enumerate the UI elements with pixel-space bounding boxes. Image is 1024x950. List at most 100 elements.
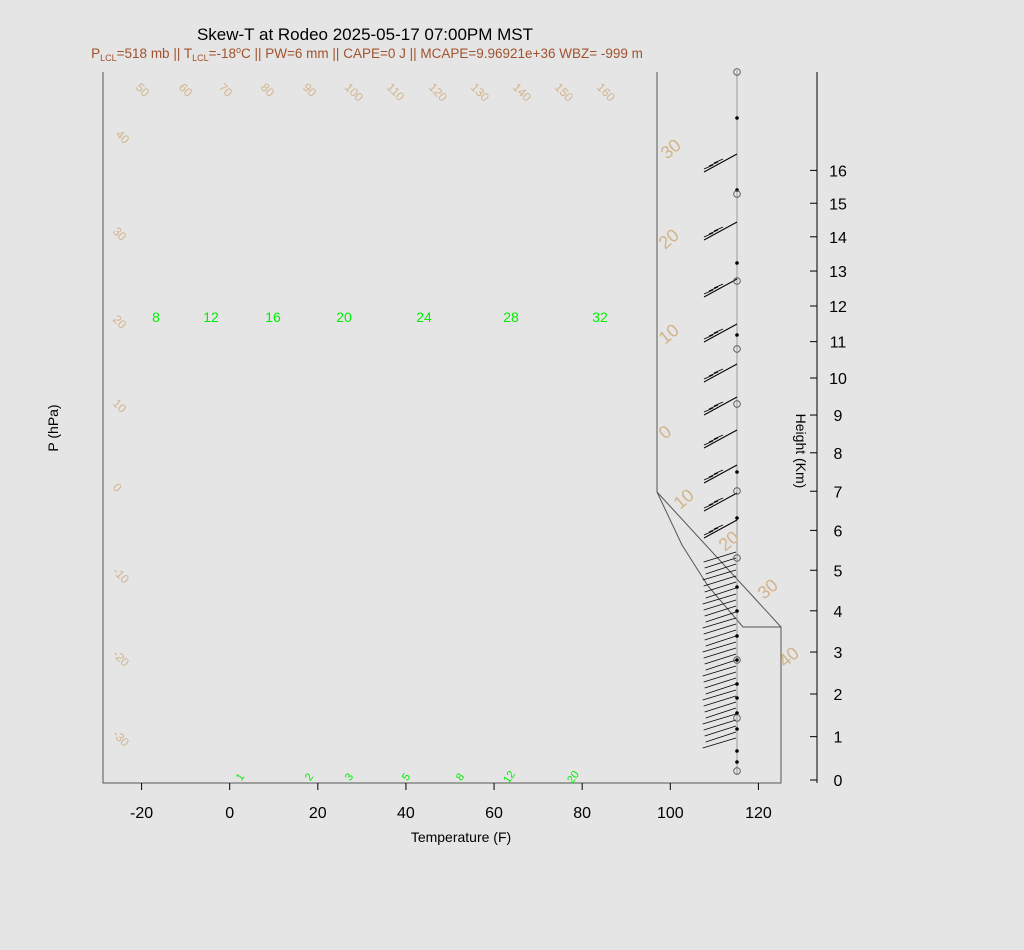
wind-calm-dot — [735, 696, 739, 700]
wind-barb-flag — [713, 226, 724, 232]
wind-barb-staff — [702, 665, 737, 677]
wind-barb-staff — [705, 707, 737, 719]
wind-barb-flag — [708, 437, 719, 443]
wind-calm-dot — [735, 609, 739, 613]
wind-calm-dot — [735, 711, 739, 715]
wind-barb-staff — [705, 683, 737, 695]
wind-barb-staff — [705, 635, 737, 647]
wind-barb-flag — [703, 440, 714, 446]
wind-barb-staff — [703, 363, 738, 383]
wind-barb-flag — [713, 401, 724, 407]
wind-calm-dot — [735, 727, 739, 731]
wind-barb-flag — [713, 368, 724, 374]
wind-barb-flag — [703, 289, 714, 295]
wind-barb-staff — [702, 617, 737, 629]
wind-barb-flag — [703, 503, 714, 509]
wind-calm-dot — [735, 749, 739, 753]
wind-barb-flag — [713, 469, 724, 475]
moist-adiabat-label: 24 — [416, 309, 432, 325]
wind-barb-staff — [703, 719, 737, 731]
wind-barb-flag — [708, 371, 719, 377]
wind-calm-dot — [735, 585, 739, 589]
wind-barb-flag — [703, 232, 714, 238]
y-axis-label: P (hPa) — [45, 404, 61, 451]
wind-barb-staff — [702, 713, 737, 725]
wind-calm-dot — [735, 516, 739, 520]
x-tick-label: -20 — [130, 805, 153, 822]
wind-barb-flag — [708, 527, 719, 533]
height-tick-label: 1 — [834, 730, 843, 747]
chart-title: Skew-T at Rodeo 2025-05-17 07:00PM MST — [197, 25, 533, 44]
x-tick-label: 60 — [485, 805, 503, 822]
plot-frame — [102, 72, 782, 784]
wind-barb-flag — [713, 328, 724, 334]
x-axis-label: Temperature (F) — [411, 829, 511, 845]
wind-barb-flag — [708, 161, 719, 167]
wind-calm-dot — [735, 658, 739, 662]
wind-barb-staff — [705, 611, 737, 623]
wind-barb-staff — [702, 737, 737, 749]
height-tick-label: 16 — [829, 163, 847, 180]
wind-barb-staff — [705, 731, 737, 743]
mixing-ratio-label: 20 — [565, 769, 582, 786]
wind-level-circle — [733, 190, 741, 198]
wind-barb-staff — [705, 563, 737, 575]
wind-barb-staff — [704, 581, 737, 593]
panel-diagonal — [656, 491, 782, 628]
wind-barb-staff — [703, 599, 737, 611]
wind-barb-staff — [703, 575, 737, 587]
wind-barb-staff — [703, 221, 738, 241]
wind-level-circle — [733, 277, 741, 285]
wind-barb-staff — [704, 557, 737, 569]
wind-barb-flag — [708, 286, 719, 292]
x-tick-label: 40 — [397, 805, 415, 822]
mixing-ratio-label: 12 — [501, 769, 518, 786]
wind-barb-staff — [703, 647, 737, 659]
wind-barb-flag — [708, 500, 719, 506]
wind-barb-flag — [703, 334, 714, 340]
height-tick-label: 4 — [834, 604, 843, 621]
mixing-ratio-label: 2 — [303, 771, 316, 783]
wind-barb-staff — [704, 725, 737, 737]
wind-barb-staff — [703, 464, 738, 484]
height-tick-label: 3 — [834, 645, 843, 662]
wind-barb-flag — [713, 283, 724, 289]
wind-level-circle — [733, 767, 741, 775]
height-tick-label: 5 — [834, 563, 843, 580]
wind-calm-dot — [735, 634, 739, 638]
wind-barb-staff — [702, 593, 737, 605]
wind-barb-flag — [703, 374, 714, 380]
moist-adiabat-label: 20 — [336, 309, 352, 325]
plot-border — [102, 72, 782, 784]
moist-adiabat-label: 32 — [592, 309, 608, 325]
height-tick-label: 2 — [834, 687, 843, 704]
moist-adiabat-label: 28 — [503, 309, 519, 325]
height-tick-label: 12 — [829, 299, 847, 316]
x-tick-label: 100 — [657, 805, 684, 822]
mixing-ratio-label: 5 — [400, 771, 413, 783]
moist-adiabat-label: 16 — [265, 309, 281, 325]
wind-barb-flag — [708, 472, 719, 478]
wind-barb-flag — [713, 524, 724, 530]
wind-barb-staff — [703, 492, 738, 512]
height-tick-label: 0 — [834, 773, 843, 790]
wind-barb-flag — [708, 331, 719, 337]
wind-barb-staff — [703, 519, 738, 539]
wind-barb-flag — [703, 407, 714, 413]
height-tick-label: 7 — [834, 484, 843, 501]
wind-barb-flag — [703, 164, 714, 170]
wind-barb-staff — [703, 323, 738, 343]
wind-barb-staff — [704, 653, 737, 665]
height-tick-label: 6 — [834, 523, 843, 540]
wind-barb-staff — [704, 605, 737, 617]
mixing-ratio-label: 8 — [454, 771, 467, 783]
height-tick-label: 10 — [829, 371, 847, 388]
moist-adiabat-label: 12 — [203, 309, 219, 325]
wind-barb-flag — [703, 530, 714, 536]
height-tick-label: 14 — [829, 230, 847, 247]
height-tick-label: 13 — [829, 264, 847, 281]
wind-profile — [702, 68, 741, 775]
x-tick-label: 80 — [573, 805, 591, 822]
wind-barb-staff — [703, 153, 738, 173]
